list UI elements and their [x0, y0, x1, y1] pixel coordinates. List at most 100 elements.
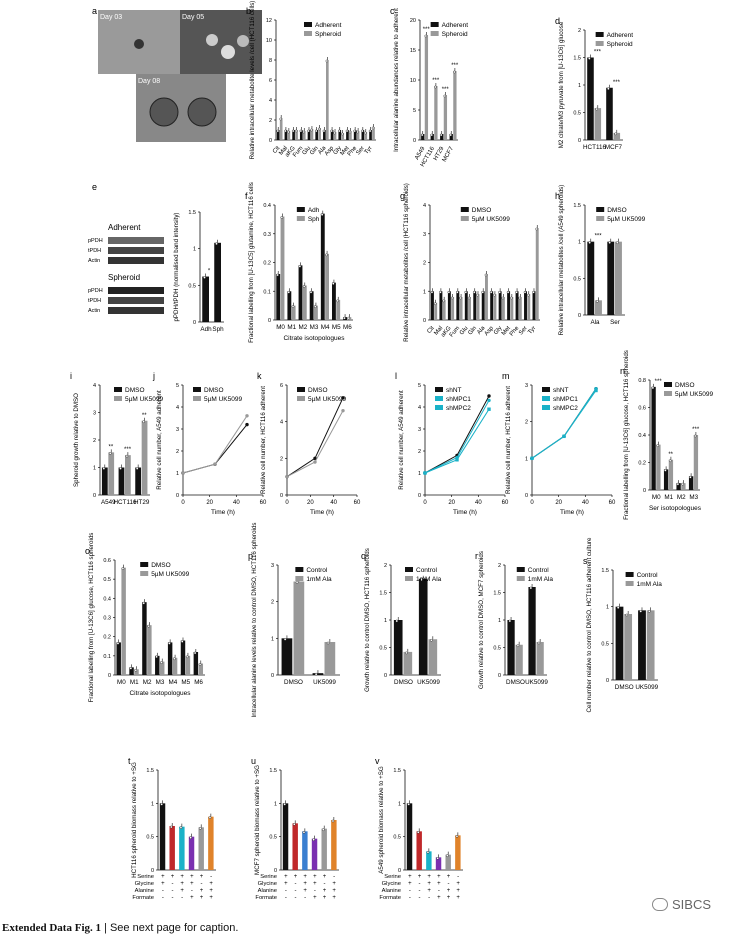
- bar: [426, 851, 432, 870]
- legend-swatch: [140, 562, 149, 567]
- bar: [160, 661, 165, 675]
- y-tick-label: 4: [423, 203, 426, 209]
- data-point: [173, 657, 176, 661]
- legend-swatch: [596, 207, 605, 212]
- legend-swatch: [297, 396, 305, 401]
- legend-label: Spheroid: [442, 31, 468, 38]
- y-tick-label: 1: [606, 605, 609, 611]
- legend-swatch: [460, 216, 469, 221]
- condition-sign: -: [419, 895, 421, 901]
- x-tick-label: Ser: [518, 325, 529, 336]
- legend-label: shNT: [553, 387, 569, 394]
- bar: [613, 132, 621, 140]
- x-tick-label: HCT116: [583, 144, 606, 151]
- data-point: [676, 482, 680, 486]
- bar: [440, 134, 444, 140]
- y-tick-label: 1.5: [146, 768, 154, 774]
- data-point: [309, 290, 313, 294]
- x-tick-label: 0: [285, 500, 289, 506]
- condition-sign: +: [180, 888, 184, 894]
- y-axis-label: Intracellular alanine levels relative to…: [251, 523, 258, 718]
- data-point: [439, 290, 442, 294]
- bar: [330, 130, 334, 140]
- bar: [142, 602, 147, 675]
- y-tick-label: 2: [271, 600, 274, 606]
- x-tick-label: Phe: [347, 145, 359, 158]
- y-tick-label: 0: [423, 318, 426, 324]
- bar: [315, 130, 319, 140]
- bar: [498, 291, 502, 320]
- y-axis-label: Relative cell number, A549 adherent: [156, 390, 163, 490]
- bar: [485, 274, 488, 320]
- data-point: [594, 388, 598, 393]
- y-tick-label: 4: [418, 405, 421, 411]
- condition-sign: +: [171, 874, 175, 880]
- figure-caption: Extended Data Fig. 1 | See next page for…: [2, 922, 238, 934]
- data-point: [364, 131, 367, 135]
- data-point: [320, 213, 324, 216]
- condition-sign: +: [456, 895, 460, 901]
- panel-letter-e: e: [92, 182, 97, 192]
- condition-label: Formate: [132, 895, 154, 901]
- data-point: [455, 835, 459, 838]
- y-axis-label: Relative intracellular metabolites /cell…: [403, 183, 410, 342]
- bar: [364, 132, 368, 140]
- x-tick-label: Gly: [333, 145, 343, 156]
- y-tick-label: 6: [280, 383, 283, 389]
- bar: [656, 444, 661, 490]
- legend-swatch: [140, 571, 149, 576]
- y-tick-label: 0.5: [146, 835, 154, 841]
- condition-sign: -: [295, 888, 297, 894]
- y-tick-label: 0: [274, 868, 277, 874]
- condition-sign: -: [201, 881, 203, 887]
- data-point: [501, 296, 505, 300]
- bar: [287, 131, 291, 140]
- x-tick-label: Ser: [610, 319, 620, 326]
- bar: [208, 816, 214, 870]
- significance-stars: **: [109, 444, 114, 450]
- series-line: [286, 397, 344, 478]
- y-tick-label: 1.5: [269, 768, 277, 774]
- bar: [453, 71, 457, 140]
- bar: [302, 285, 307, 320]
- data-point: [142, 420, 145, 424]
- condition-sign: +: [284, 874, 288, 880]
- bar: [587, 241, 595, 315]
- condition-sign: +: [303, 888, 307, 894]
- legend-swatch: [435, 387, 443, 392]
- y-tick-label: 2: [280, 456, 283, 462]
- y-axis-label: Fractional labelling from [U-13C6] gluco…: [623, 350, 630, 520]
- data-point: [169, 825, 173, 829]
- chart-i: i 0 1 2 3 4 Spheroid growth relative to DMSO **…: [70, 371, 163, 506]
- data-point: [407, 803, 410, 806]
- blot-row-2: tPDH: [88, 248, 101, 254]
- data-point: [331, 282, 335, 285]
- x-tick-label: M1: [664, 494, 673, 501]
- data-point: [487, 394, 491, 398]
- data-point: [443, 94, 447, 98]
- y-tick-label: 4: [176, 405, 179, 411]
- data-point: [434, 85, 437, 89]
- x-tick-label: 60: [502, 500, 509, 506]
- legend-label: 5µM UK5099: [308, 396, 346, 403]
- legend-swatch: [664, 382, 672, 387]
- bar: [302, 131, 306, 140]
- x-tick-label: M0: [117, 679, 126, 686]
- y-tick-label: 1.5: [188, 210, 196, 216]
- data-point: [341, 396, 345, 400]
- panel-letter-j: j: [152, 371, 155, 381]
- significance-stars: ***: [451, 63, 459, 69]
- y-tick-label: 1: [423, 289, 426, 295]
- x-tick-label: Sph: [212, 326, 224, 333]
- y-axis-label: pPDH/tPDH (normalised band intensity): [173, 212, 180, 321]
- data-point: [302, 831, 306, 834]
- y-tick-label: 0.5: [188, 283, 196, 289]
- y-tick-label: 5: [418, 383, 421, 389]
- spheroid-day5-a: [206, 34, 218, 46]
- significance-stars: ***: [124, 447, 132, 453]
- data-point: [464, 290, 468, 294]
- condition-sign: +: [427, 881, 431, 887]
- data-point: [325, 59, 329, 63]
- x-tick-label: Cit: [272, 145, 282, 155]
